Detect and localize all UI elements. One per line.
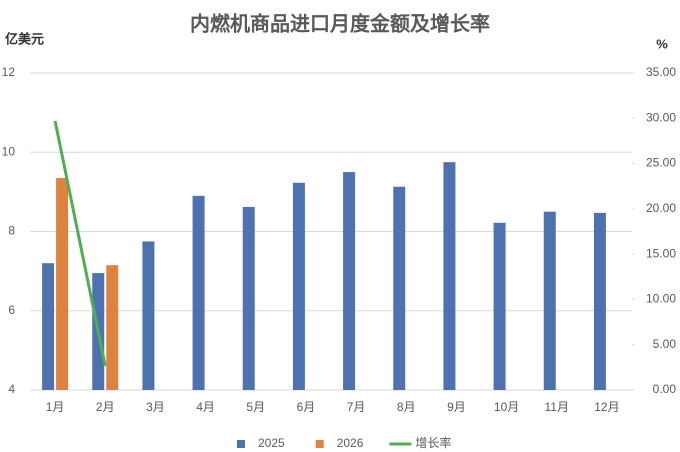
legend-swatch	[237, 440, 245, 448]
bar	[343, 172, 356, 390]
x-tick-label: 12月	[594, 400, 619, 414]
y2-tick-label: 20.00	[646, 201, 676, 215]
x-tick-label: 10月	[494, 400, 519, 414]
y-tick-label: 6	[8, 303, 15, 317]
y-tick-label: 10	[2, 144, 16, 158]
x-tick-label: 8月	[397, 400, 416, 414]
y2-tick-label: 35.00	[646, 65, 676, 79]
legend-label: 2025	[258, 436, 285, 450]
x-tick-label: 4月	[196, 400, 215, 414]
y2-axis-title: %	[656, 36, 668, 51]
bar	[443, 162, 456, 390]
x-tick-label: 9月	[447, 400, 466, 414]
x-tick-label: 1月	[46, 400, 65, 414]
y-tick-label: 12	[2, 65, 16, 79]
x-tick-label: 5月	[246, 400, 265, 414]
bar	[393, 186, 406, 390]
y-tick-label: 8	[8, 224, 15, 238]
bar	[292, 182, 305, 390]
bar	[142, 241, 155, 390]
line-series	[53, 120, 107, 367]
legend-label: 2026	[337, 436, 364, 450]
bar	[593, 212, 606, 390]
bar	[543, 211, 556, 390]
bar	[192, 195, 205, 390]
legend-label: 增长率	[415, 435, 451, 450]
y2-tick-label: 15.00	[646, 246, 676, 260]
y-tick-label: 4	[8, 382, 15, 396]
y2-tick-label: 5.00	[653, 337, 677, 351]
x-tick-label: 7月	[347, 400, 366, 414]
x-tick-label: 2月	[96, 400, 115, 414]
legend-swatch	[315, 440, 324, 448]
bar	[56, 178, 69, 390]
y2-tick-label: 25.00	[646, 156, 676, 170]
y2-tick-label: 0.00	[653, 382, 677, 396]
y2-tick-label: 10.00	[646, 292, 676, 306]
chart-title: 内燃机商品进口月度金额及增长率	[190, 11, 490, 35]
y-axis-title: 亿美元	[5, 31, 44, 46]
bar	[42, 263, 55, 390]
x-tick-label: 6月	[297, 400, 316, 414]
x-tick-label: 3月	[146, 400, 165, 414]
x-tick-label: 11月	[545, 400, 569, 414]
bar	[242, 206, 255, 390]
bar	[106, 265, 119, 390]
y2-tick-label: 30.00	[646, 110, 676, 124]
bar	[493, 222, 506, 390]
